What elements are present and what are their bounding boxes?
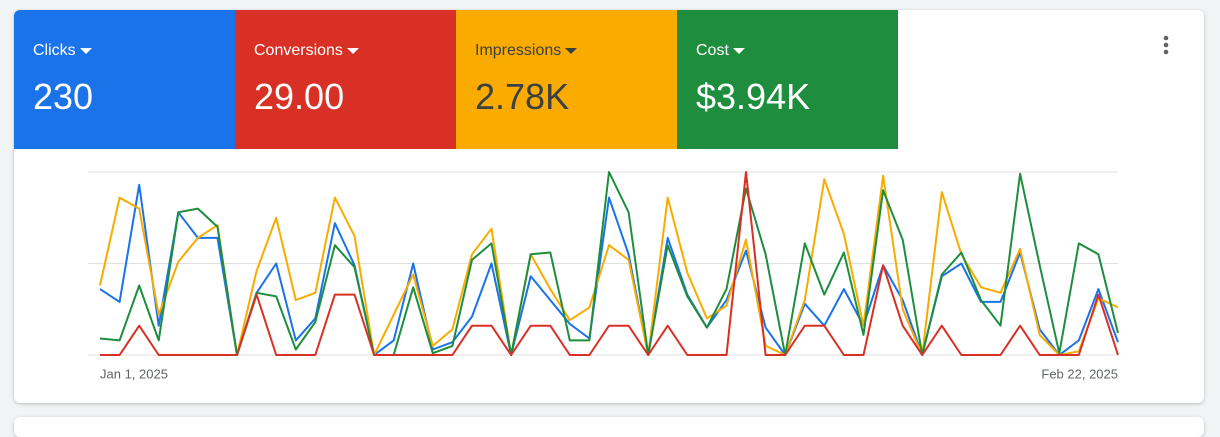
metric-tile[interactable]: Impressions 2.78K [456,10,677,149]
dropdown-arrow [565,47,578,54]
x-tick-label: Feb 22, 2025 [1041,366,1118,381]
metric-label: Conversions [254,42,359,60]
metric-name: Cost [696,42,729,59]
next-card [14,417,1204,437]
series-line [100,171,1119,356]
dropdown-arrow [346,47,359,54]
series-line [99,171,1119,356]
metric-tile[interactable]: Cost $3.94K [677,10,898,149]
series-line [99,174,1119,356]
metric-value: 29.00 [254,76,345,117]
metric-label: Clicks [33,42,92,60]
card: Clicks 230 Conversions 29.00 Impressions 2.… [14,10,1204,403]
metric-tile[interactable]: Conversions 29.00 [235,10,456,149]
metric-value: 2.78K [475,76,570,117]
metric-tile[interactable]: Clicks 230 [14,10,235,149]
chart: Jan 1, 2025 Feb 22, 2025 [88,171,1119,381]
dropdown-arrow [732,47,745,54]
more-menu[interactable] [1161,34,1171,56]
metric-label: Cost [696,42,745,60]
series-line [99,183,1119,356]
metric-value: 230 [33,76,94,117]
dropdown-arrow [79,47,92,54]
metric-label: Impressions [475,42,578,60]
metric-name: Clicks [33,42,76,59]
page: Clicks 230 Conversions 29.00 Impressions 2.… [14,10,1204,437]
metric-value: $3.94K [696,76,811,117]
metric-name: Conversions [254,42,343,59]
x-tick-label: Jan 1, 2025 [100,366,168,381]
metric-name: Impressions [475,42,562,59]
